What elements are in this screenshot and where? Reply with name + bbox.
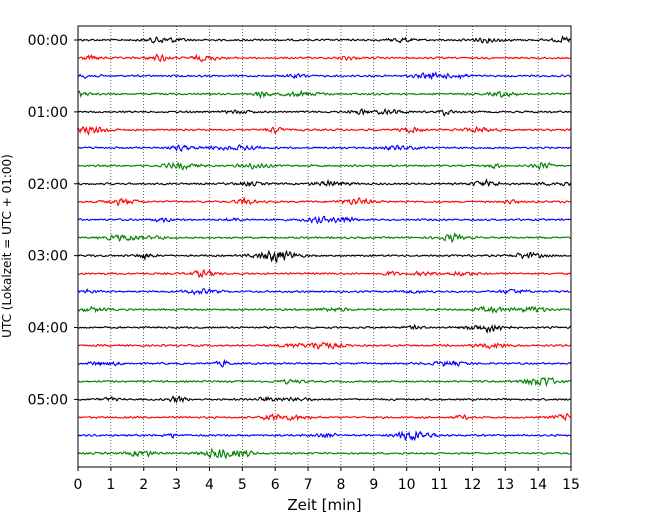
seismic-trace [77,71,572,80]
seismic-trace [77,144,572,152]
seismic-trace [77,53,572,63]
seismic-trace [77,161,572,171]
x-tick-label: 2 [139,477,148,493]
x-tick-label: 8 [336,477,345,493]
seismic-trace [77,358,572,368]
seismic-trace [77,305,572,314]
seismic-trace [77,125,572,136]
x-axis-label: Zeit [min] [287,496,361,514]
x-tick-label: 13 [496,477,514,493]
seismic-trace [77,249,572,263]
seismic-trace [77,430,572,442]
x-tick-label: 3 [172,477,181,493]
x-tick-label: 1 [106,477,115,493]
y-tick-label: 01:00 [28,105,68,121]
x-tick-label: 6 [271,477,280,493]
x-tick-label: 10 [398,477,416,493]
x-tick-label: 14 [529,477,547,493]
x-tick-label: 15 [562,477,580,493]
seismic-trace [77,412,572,422]
x-tick-label: 4 [205,477,214,493]
seismic-trace [77,341,572,350]
x-tick-label: 9 [369,477,378,493]
seismic-trace [77,376,572,388]
x-tick-label: 12 [463,477,481,493]
x-axis-ticks: 0 1 2 3 4 5 6 7 8 9 10 11 12 13 14 15 [74,467,580,493]
x-tick-label: 0 [74,477,83,493]
seismic-trace [77,215,572,225]
seismic-trace [77,196,572,207]
y-tick-label: 04:00 [28,321,68,337]
y-tick-label: 02:00 [28,177,68,193]
seismic-trace [77,323,572,334]
seismic-trace [77,107,572,117]
seismic-trace [77,288,572,296]
x-tick-label: 5 [238,477,247,493]
seismic-trace [77,178,572,188]
x-tick-label: 11 [431,477,449,493]
y-tick-label: 00:00 [28,33,68,49]
y-axis-ticks: 00:00 01:00 02:00 03:00 04:00 05:00 [28,33,78,408]
seismic-trace [77,447,572,460]
seismic-trace [77,395,572,404]
y-tick-label: 05:00 [28,392,68,408]
seismic-trace [77,232,572,243]
seismic-traces [77,35,572,460]
seismic-trace [77,89,572,100]
y-axis-label: UTC (Lokalzeit = UTC + 01:00) [0,154,14,338]
seismic-trace [77,35,572,44]
y-tick-label: 03:00 [28,249,68,265]
plot-frame [77,25,572,468]
seismic-trace [77,269,572,279]
x-tick-label: 7 [304,477,313,493]
